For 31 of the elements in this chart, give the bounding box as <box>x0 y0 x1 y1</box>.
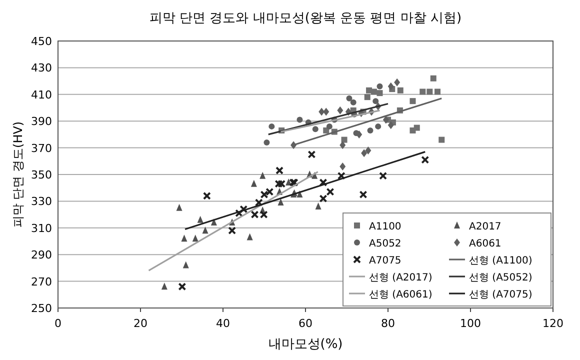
legend-label: 선형 (A1100) <box>469 256 532 266</box>
legend-label: A7075 <box>369 256 402 266</box>
x-tick-label: 40 <box>216 317 230 330</box>
legend-label: A6061 <box>469 238 502 250</box>
y-tick-label: 410 <box>31 88 52 102</box>
y-tick-label: 430 <box>31 62 52 75</box>
x-tick-label: 20 <box>134 317 148 330</box>
y-tick-label: 270 <box>31 275 52 288</box>
y-axis-title: 피막 단면 경도(HV) <box>11 121 25 228</box>
x-tick-label: 0 <box>54 317 62 330</box>
y-tick-label: 450 <box>31 35 52 48</box>
x-tick-label: 120 <box>542 317 564 330</box>
legend-label: A1100 <box>369 222 402 232</box>
legend-label: 선형 (A2017) <box>369 272 432 284</box>
y-tick-label: 350 <box>31 168 52 182</box>
x-tick-label: 100 <box>460 317 481 330</box>
y-tick-label: 370 <box>31 142 52 155</box>
chart-title: 피막 단면 경도와 내마모성(왕복 운동 평면 마찰 시험) <box>149 11 462 26</box>
y-tick-label: 390 <box>31 115 52 128</box>
x-tick-label: 80 <box>381 317 395 330</box>
legend-label: 선형 (A5052) <box>469 272 532 284</box>
y-tick-label: 330 <box>31 195 52 208</box>
x-tick-label: 60 <box>298 317 312 330</box>
y-tick-label: 250 <box>31 302 52 315</box>
y-tick-label: 290 <box>31 248 52 262</box>
legend-label: 선형 (A6061) <box>369 290 432 300</box>
legend-label: A5052 <box>369 238 402 250</box>
legend-label: A2017 <box>469 222 502 232</box>
y-tick-label: 310 <box>31 222 52 235</box>
legend-label: 선형 (A7075) <box>469 290 532 300</box>
x-axis-title: 내마모성(%) <box>268 337 343 352</box>
